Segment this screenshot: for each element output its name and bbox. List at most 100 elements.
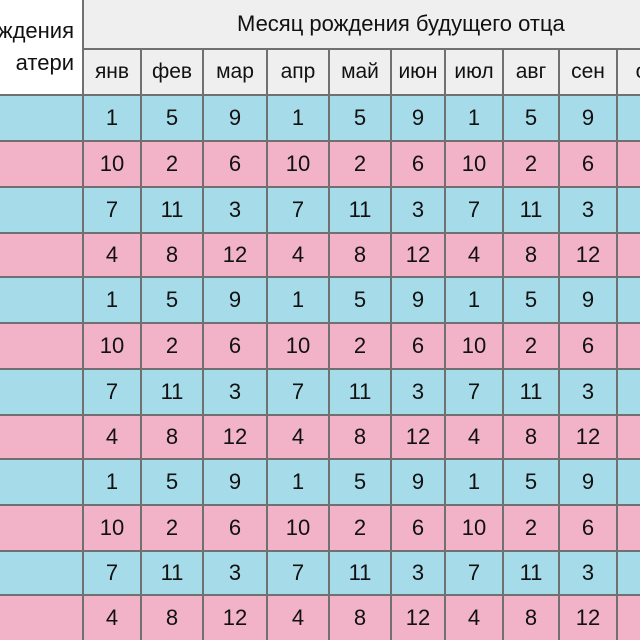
table-cell: 8 bbox=[330, 416, 392, 460]
mother-month-row-label bbox=[0, 96, 84, 142]
table-cell: 4 bbox=[84, 234, 142, 278]
table-cell: 6 bbox=[204, 324, 268, 370]
mother-birth-month-header: ждения атери bbox=[0, 0, 84, 96]
table-cell: 12 bbox=[204, 416, 268, 460]
table-cell: 7 bbox=[268, 188, 330, 234]
table-cell: 2 bbox=[504, 142, 560, 188]
table-cell: 5 bbox=[504, 460, 560, 506]
mother-month-row-label bbox=[0, 188, 84, 234]
mother-month-row-label bbox=[0, 370, 84, 416]
table-cell: 5 bbox=[142, 460, 204, 506]
table-cell: 7 bbox=[446, 370, 504, 416]
table-cell: 9 bbox=[560, 278, 618, 324]
table-cell: 12 bbox=[392, 596, 446, 640]
mother-month-row-label bbox=[0, 278, 84, 324]
table-cell: 7 bbox=[618, 370, 640, 416]
table-cell: 3 bbox=[204, 370, 268, 416]
table-cell: 1 bbox=[268, 460, 330, 506]
corner-label-line1: ждения bbox=[0, 18, 74, 43]
table-cell: 7 bbox=[618, 552, 640, 596]
table-cell: 3 bbox=[560, 370, 618, 416]
table-cell: 9 bbox=[392, 96, 446, 142]
table-cell: 4 bbox=[84, 416, 142, 460]
table-cell: 7 bbox=[268, 370, 330, 416]
mother-month-row-label bbox=[0, 506, 84, 552]
table-cell: 8 bbox=[504, 234, 560, 278]
month-header-3: мар bbox=[204, 50, 268, 96]
table-cell: 7 bbox=[618, 188, 640, 234]
table-cell: 3 bbox=[392, 552, 446, 596]
table-cell: 5 bbox=[504, 278, 560, 324]
table-cell: 4 bbox=[84, 596, 142, 640]
table-cell: 6 bbox=[560, 324, 618, 370]
table-cell: 11 bbox=[142, 370, 204, 416]
table-cell: 2 bbox=[142, 506, 204, 552]
table-cell: 10 bbox=[446, 324, 504, 370]
month-header-9: сен bbox=[560, 50, 618, 96]
table-cell: 4 bbox=[618, 234, 640, 278]
table-cell: 11 bbox=[142, 188, 204, 234]
table-cell: 11 bbox=[504, 188, 560, 234]
table-cell: 12 bbox=[560, 596, 618, 640]
table-cell: 2 bbox=[504, 324, 560, 370]
table-cell: 5 bbox=[330, 460, 392, 506]
month-header-8: авг bbox=[504, 50, 560, 96]
mother-month-row-label bbox=[0, 324, 84, 370]
table-cell: 5 bbox=[330, 278, 392, 324]
table-cell: 7 bbox=[84, 370, 142, 416]
table-cell: 1 bbox=[446, 460, 504, 506]
table-cell: 11 bbox=[330, 552, 392, 596]
table-cell: 1 bbox=[84, 278, 142, 324]
table-cell: 9 bbox=[392, 460, 446, 506]
table-cell: 4 bbox=[268, 416, 330, 460]
mother-month-row-label bbox=[0, 460, 84, 506]
table-cell: 1 bbox=[618, 96, 640, 142]
table-cell: 11 bbox=[330, 188, 392, 234]
table-cell: 7 bbox=[446, 552, 504, 596]
month-header-10: ок bbox=[618, 50, 640, 96]
table-cell: 10 bbox=[84, 506, 142, 552]
table-cell: 6 bbox=[560, 506, 618, 552]
table-cell: 10 bbox=[446, 506, 504, 552]
table-cell: 12 bbox=[392, 234, 446, 278]
table-cell: 8 bbox=[142, 234, 204, 278]
table-cell: 1 bbox=[618, 506, 640, 552]
table-cell: 1 bbox=[618, 142, 640, 188]
table-cell: 6 bbox=[204, 506, 268, 552]
table-cell: 4 bbox=[446, 234, 504, 278]
table-cell: 4 bbox=[268, 596, 330, 640]
table-cell: 12 bbox=[392, 416, 446, 460]
table-cell: 8 bbox=[142, 416, 204, 460]
table-cell: 8 bbox=[330, 234, 392, 278]
table-cell: 5 bbox=[142, 96, 204, 142]
table-cell: 9 bbox=[204, 278, 268, 324]
table-cell: 12 bbox=[204, 234, 268, 278]
table-cell: 10 bbox=[84, 324, 142, 370]
table-cell: 2 bbox=[504, 506, 560, 552]
table-cell: 5 bbox=[142, 278, 204, 324]
table-cell: 3 bbox=[204, 188, 268, 234]
table-cell: 8 bbox=[330, 596, 392, 640]
table-cell: 10 bbox=[84, 142, 142, 188]
table-cell: 2 bbox=[330, 142, 392, 188]
table-cell: 6 bbox=[392, 142, 446, 188]
table-cell: 12 bbox=[204, 596, 268, 640]
table-cell: 5 bbox=[330, 96, 392, 142]
month-header-5: май bbox=[330, 50, 392, 96]
month-header-2: фев bbox=[142, 50, 204, 96]
table-cell: 7 bbox=[268, 552, 330, 596]
month-header-7: июл bbox=[446, 50, 504, 96]
table-cell: 3 bbox=[392, 370, 446, 416]
table-cell: 11 bbox=[330, 370, 392, 416]
table-cell: 4 bbox=[446, 596, 504, 640]
mother-month-row-label bbox=[0, 552, 84, 596]
table-cell: 3 bbox=[204, 552, 268, 596]
table-cell: 7 bbox=[84, 552, 142, 596]
table-cell: 12 bbox=[560, 234, 618, 278]
table-cell: 1 bbox=[618, 460, 640, 506]
mother-month-row-label bbox=[0, 416, 84, 460]
month-header-1: янв bbox=[84, 50, 142, 96]
table-cell: 11 bbox=[504, 552, 560, 596]
table-cell: 9 bbox=[560, 460, 618, 506]
